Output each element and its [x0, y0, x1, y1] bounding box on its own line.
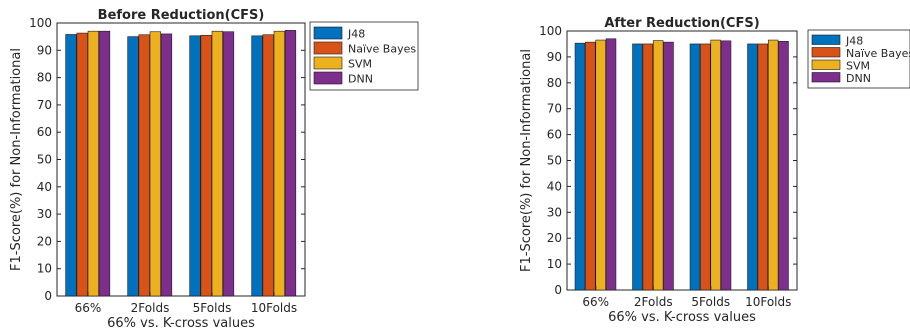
bar-dnn-4 [284, 30, 297, 297]
bar-j48-2 [127, 36, 139, 297]
bar-svm-2 [149, 31, 161, 297]
y-tick-label: 90 [37, 43, 52, 57]
x-tick-label: 2Folds [131, 301, 170, 315]
bar-j48-3 [189, 35, 201, 297]
y-tick-label: 30 [547, 205, 562, 219]
y-tick-label: 100 [539, 24, 562, 38]
y-tick-label: 50 [37, 153, 52, 167]
y-tick-label: 70 [547, 102, 562, 116]
chart-2: 0 10 20 30 40 50 60 70 80 90 100 66% 2Folds 5Folds 10F… [519, 16, 910, 325]
y-tick-label: 20 [547, 231, 562, 245]
legend-label: Naïve Bayes [846, 47, 910, 60]
bar-j48-4 [747, 43, 758, 291]
legend-swatch-svm [313, 56, 343, 70]
y-tick-label: 30 [37, 207, 52, 221]
y-tick-label: 0 [44, 289, 52, 303]
y-tick-label: 90 [547, 50, 562, 64]
x-tick-label: 10Folds [251, 301, 297, 315]
x-tick-label: 5Folds [691, 295, 730, 309]
bar-na-ve-bayes-4 [757, 43, 769, 291]
legend-swatch-na-ve-bayes [811, 47, 841, 58]
bar-na-ve-bayes-1 [76, 32, 88, 297]
bar-svm-3 [710, 39, 721, 291]
y-tick-label: 10 [547, 257, 562, 271]
bar-na-ve-bayes-3 [200, 34, 212, 297]
chart-title: Before Reduction(CFS) [98, 8, 265, 23]
chart-title: After Reduction(CFS) [604, 16, 759, 31]
bar-dnn-3 [720, 40, 732, 291]
chart-1: 0 10 20 30 40 50 60 70 80 90 100 66% 2Folds 5Folds 10F… [9, 8, 419, 331]
bar-dnn-1 [98, 30, 111, 297]
legend-swatch-dnn [811, 72, 841, 83]
x-axis-label: 66% vs. K-cross values [107, 316, 255, 331]
legend-swatch-na-ve-bayes [313, 41, 343, 55]
bar-na-ve-bayes-1 [585, 41, 596, 291]
y-tick-label: 40 [37, 180, 52, 194]
bar-na-ve-bayes-4 [262, 34, 274, 297]
legend-swatch-j48 [313, 26, 343, 40]
y-axis-label: F1-Score(%) for Non-Informational [9, 48, 24, 271]
x-tick-label: 5Folds [193, 301, 232, 315]
y-axis-label: F1-Score(%) for Non-Informational [519, 49, 534, 272]
y-tick-label: 40 [547, 179, 562, 193]
bar-j48-2 [632, 43, 643, 291]
x-tick-label: 66% [582, 295, 609, 309]
y-tick-label: 0 [554, 283, 562, 297]
legend-label: Naïve Bayes [348, 43, 416, 56]
bar-na-ve-bayes-2 [138, 34, 150, 297]
bar-svm-4 [767, 39, 779, 291]
bar-j48-4 [251, 35, 263, 297]
bar-dnn-2 [663, 41, 674, 291]
bar-svm-1 [595, 39, 606, 291]
y-tick-label: 70 [37, 98, 52, 112]
bar-na-ve-bayes-2 [642, 43, 654, 291]
bar-dnn-1 [605, 38, 617, 291]
y-tick-label: 60 [37, 125, 52, 139]
bar-dnn-2 [160, 33, 173, 297]
legend-label: J48 [845, 34, 863, 47]
bar-svm-1 [87, 30, 99, 297]
bar-j48-1 [574, 42, 586, 291]
legend-label: SVM [348, 58, 372, 71]
bar-j48-3 [689, 43, 701, 291]
legend: J48 Naïve Bayes SVM DNN [309, 21, 419, 91]
y-tick-label: 20 [37, 234, 52, 248]
bar-svm-2 [652, 40, 664, 291]
bar-svm-3 [211, 30, 223, 297]
y-tick-label: 50 [547, 154, 562, 168]
legend-swatch-j48 [811, 34, 841, 45]
bar-svm-4 [273, 30, 285, 297]
y-tick-label: 10 [37, 262, 52, 276]
y-tick-label: 60 [547, 128, 562, 142]
legend-label: SVM [846, 59, 870, 72]
bar-dnn-4 [778, 41, 789, 291]
x-tick-label: 66% [75, 301, 102, 315]
bar-j48-1 [65, 34, 77, 297]
x-tick-label: 10Folds [745, 295, 791, 309]
bar-na-ve-bayes-3 [700, 43, 711, 291]
legend-label: J48 [347, 28, 365, 41]
legend-swatch-dnn [313, 71, 343, 85]
legend-swatch-svm [811, 59, 841, 70]
legend-label: DNN [348, 73, 373, 86]
y-tick-label: 100 [29, 16, 52, 30]
legend-label: DNN [846, 72, 871, 85]
x-axis-label: 66% vs. K-cross values [608, 310, 756, 325]
y-tick-label: 80 [547, 76, 562, 90]
x-tick-label: 2Folds [634, 295, 673, 309]
y-tick-label: 80 [37, 71, 52, 85]
bar-dnn-3 [222, 31, 235, 297]
